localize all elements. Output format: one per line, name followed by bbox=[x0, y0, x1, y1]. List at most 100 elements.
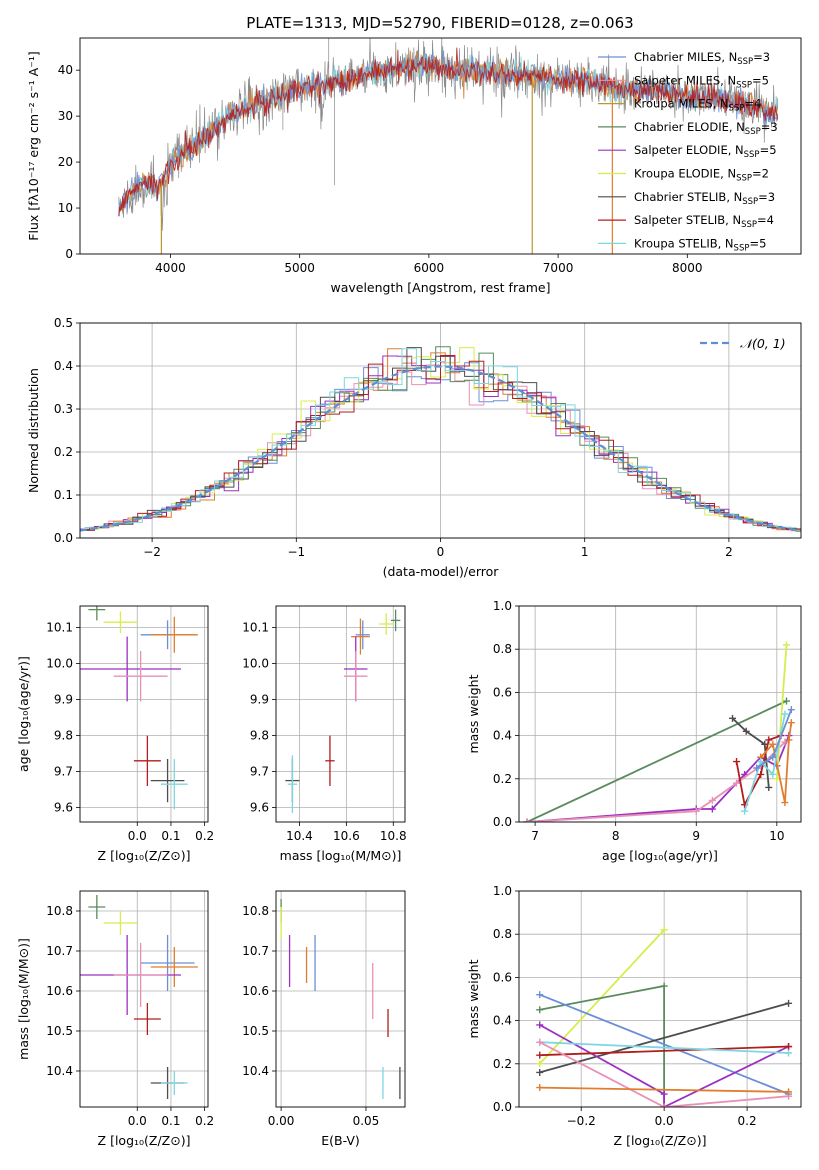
spectrum-xtick-label: 5000 bbox=[284, 261, 315, 275]
mass_vs_Z-ytick-label: 10.7 bbox=[46, 944, 73, 958]
legend-entry: Kroupa MILES, NSSP=4 bbox=[634, 97, 761, 114]
spectrum-ytick-label: 10 bbox=[58, 201, 73, 215]
mass_weight_vs_Z-xtick-label: −0.2 bbox=[567, 1114, 596, 1128]
mass_weight_vs_age-point-marker bbox=[729, 714, 737, 722]
legend-sub: SSP bbox=[736, 80, 752, 90]
mass_vs_Z-ylabel: mass [log₁₀(M/M⊙)] bbox=[16, 938, 31, 1060]
residuals-xtick-label: 2 bbox=[725, 545, 733, 559]
legend-sub: SSP bbox=[736, 174, 752, 184]
mass_weight_vs_Z-series-line bbox=[539, 1024, 789, 1107]
mass_weight_vs_age-point-marker bbox=[523, 818, 531, 822]
mass_weight_vs_age-ytick-label: 0.2 bbox=[493, 772, 512, 786]
spectrum-ytick-label: 30 bbox=[58, 109, 73, 123]
mass_weight_vs_age-series-line bbox=[526, 700, 787, 822]
legend-label: Chabrier MILES, N bbox=[634, 50, 737, 64]
mass_weight_vs_Z-point-marker bbox=[536, 1021, 544, 1029]
mass_weight_vs_age-point-marker bbox=[765, 736, 773, 744]
age_vs_Z-ytick-label: 9.9 bbox=[54, 693, 73, 707]
age_vs_Z-xlabel: Z [log₁₀(Z/Z⊙)] bbox=[98, 848, 191, 863]
mass_vs_Z-ytick-label: 10.4 bbox=[46, 1064, 73, 1078]
spectrum-lines bbox=[118, 38, 779, 254]
mass_weight_vs_Z-point-marker bbox=[660, 982, 668, 990]
mass_weight_vs_age-point-marker bbox=[757, 758, 765, 766]
mass_weight_vs_Z-series-line bbox=[539, 1045, 789, 1057]
age_vs_Z-frame bbox=[79, 605, 209, 823]
residuals-ytick-label: 0.3 bbox=[54, 402, 73, 416]
mass_vs_EBV-xtick-label: 0.05 bbox=[353, 1114, 380, 1128]
age_vs_mass-ytick-label: 9.9 bbox=[250, 693, 269, 707]
mass_weight_vs_age-series-line bbox=[743, 713, 786, 812]
age_vs_Z-ytick-label: 9.8 bbox=[54, 729, 73, 743]
spectrum-xlabel: wavelength [Angstrom, rest frame] bbox=[330, 280, 550, 295]
legend-sub: SSP bbox=[744, 150, 760, 160]
page-title: PLATE=1313, MJD=52790, FIBERID=0128, z=0… bbox=[246, 14, 633, 32]
legend-suffix: =4 bbox=[744, 97, 761, 111]
mass_weight_vs_Z-series-line bbox=[539, 929, 665, 1065]
spectrum-xtick-label: 4000 bbox=[155, 261, 186, 275]
mass_weight_vs_age-point-marker bbox=[782, 641, 790, 649]
mass_vs_Z-xtick-label: 0.2 bbox=[195, 1114, 214, 1128]
mass_vs_EBV-xtick-label: 0.00 bbox=[268, 1114, 295, 1128]
mass_weight_vs_age-point-marker bbox=[781, 799, 789, 807]
mass_weight_vs_Z-xlabel: Z [log₁₀(Z/Z⊙)] bbox=[614, 1133, 707, 1148]
mass_vs_EBV-xlabel: E(B-V) bbox=[321, 1133, 360, 1148]
mass_weight_vs_Z-ytick-label: 0.8 bbox=[493, 927, 512, 941]
mass_weight_vs_Z-series-line bbox=[539, 1041, 789, 1107]
legend-entry: Chabrier MILES, NSSP=3 bbox=[634, 50, 770, 67]
mass_weight_vs_Z-point-marker bbox=[536, 1006, 544, 1014]
residuals-xtick-label: 0 bbox=[437, 545, 445, 559]
mass_weight_vs_Z-ytick-label: 0.0 bbox=[493, 1100, 512, 1114]
mass_vs_Z-ytick-label: 10.5 bbox=[46, 1024, 73, 1038]
age_vs_mass-ytick-label: 9.6 bbox=[250, 801, 269, 815]
legend-suffix: =5 bbox=[749, 236, 766, 250]
mass_weight_vs_age-xtick-label: 8 bbox=[612, 829, 620, 843]
age_vs_mass-points bbox=[285, 609, 401, 813]
legend-suffix: =3 bbox=[758, 190, 775, 204]
legend-sub: SSP bbox=[734, 243, 750, 253]
mass_weight_vs_age-point-marker bbox=[785, 736, 793, 744]
mass_weight_vs_age-point-marker bbox=[741, 807, 749, 815]
legend-entry: Salpeter ELODIE, NSSP=5 bbox=[634, 143, 777, 160]
mass_weight_vs_age-point-marker bbox=[782, 697, 790, 705]
mass_weight_vs_age-ytick-label: 0.6 bbox=[493, 685, 512, 699]
mass_weight_vs_Z-point-marker bbox=[536, 1084, 544, 1092]
mass_weight_vs_Z-ytick-label: 0.4 bbox=[493, 1014, 512, 1028]
spectrum-frame bbox=[79, 37, 802, 255]
mass_weight_vs_age-point-marker bbox=[708, 805, 716, 813]
legend-label: Salpeter MILES, N bbox=[634, 73, 736, 87]
residual-histograms bbox=[80, 346, 801, 532]
mass_weight_vs_age-series-line bbox=[775, 644, 788, 779]
legend-entry: Salpeter MILES, NSSP=5 bbox=[634, 73, 769, 90]
residuals-xtick-label: 1 bbox=[581, 545, 589, 559]
mass_weight_vs_Z-point-marker bbox=[785, 999, 793, 1007]
mass_vs_Z-xlabel: Z [log₁₀(Z/Z⊙)] bbox=[98, 1133, 191, 1148]
mass_weight_vs_age-xtick-label: 9 bbox=[692, 829, 700, 843]
age_vs_Z-points bbox=[80, 606, 198, 810]
mass_weight_vs_Z-point-marker bbox=[536, 1068, 544, 1076]
mass_vs_Z-points bbox=[80, 895, 198, 1099]
mass_weight_vs_Z-xtick-label: 0.0 bbox=[655, 1114, 674, 1128]
mass_weight_vs_age-point-marker bbox=[769, 753, 777, 761]
mass_weight_vs_age-series bbox=[523, 641, 795, 822]
mass_weight_vs_age-series-line bbox=[731, 717, 770, 788]
legend-suffix: =5 bbox=[752, 73, 769, 87]
residuals-xtick-label: −2 bbox=[143, 545, 161, 559]
mass_weight_vs_age-point-marker bbox=[769, 740, 777, 748]
legend-label: Chabrier ELODIE, N bbox=[634, 120, 745, 134]
mass_weight_vs_Z-point-marker bbox=[785, 1043, 793, 1051]
legend-label: Kroupa STELIB, N bbox=[634, 236, 734, 250]
legend-entry: Chabrier STELIB, NSSP=3 bbox=[634, 190, 775, 207]
age_vs_mass-axes: 10.4 10.6 10.8 9.6 9.7 9.8 9.9 10.0 10.1 mass [lo… bbox=[242, 606, 407, 863]
legend-sub: SSP bbox=[741, 220, 757, 230]
spectrum-ylabel: Flux [fλ10⁻¹⁷ erg cm⁻² s⁻¹ A⁻¹] bbox=[26, 51, 41, 240]
mass_weight_vs_age-point-marker bbox=[787, 706, 795, 714]
age_vs_mass-xtick-label: 10.8 bbox=[380, 829, 407, 843]
mass_weight_vs_Z-frame bbox=[518, 890, 802, 1108]
mass_vs_Z-axes: 0.0 0.1 0.2 10.4 10.5 10.6 10.7 10.8 Z [log₁₀(Z/… bbox=[16, 891, 214, 1148]
legend-sub: SSP bbox=[742, 197, 758, 207]
mass_weight_vs_Z-point-marker bbox=[660, 1103, 668, 1107]
mass_weight_vs_Z-point-marker bbox=[785, 1088, 793, 1096]
legend-suffix: =4 bbox=[757, 213, 774, 227]
mass_weight_vs_Z-xtick-label: 0.2 bbox=[738, 1114, 757, 1128]
legend-label: Salpeter STELIB, N bbox=[634, 213, 741, 227]
